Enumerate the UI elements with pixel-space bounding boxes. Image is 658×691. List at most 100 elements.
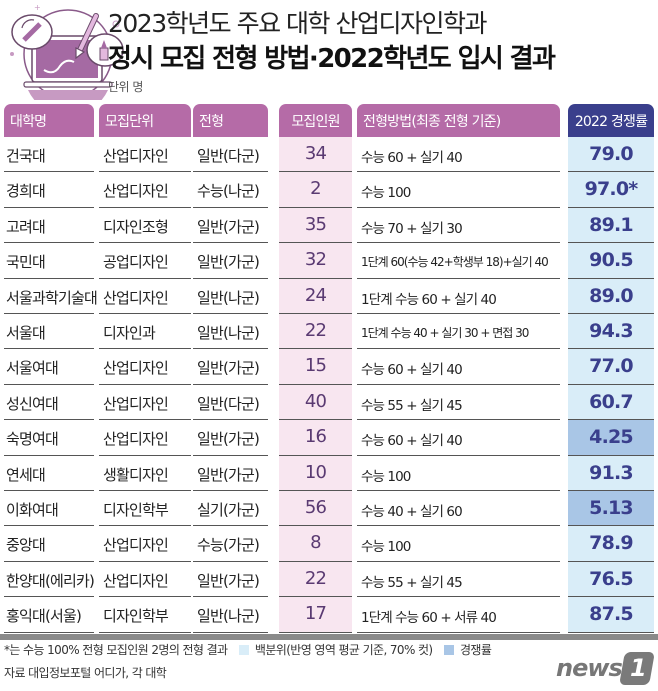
cell-result: 5.13 xyxy=(568,491,654,527)
cell-count: 22 xyxy=(279,314,352,350)
cell-university: 숙명여대 xyxy=(4,420,94,456)
cell-university: 건국대 xyxy=(4,137,94,173)
legend-percentile: 백분위(반영 영역 평균 기준, 70% 컷) xyxy=(254,643,433,657)
cell-university: 한양대(에리카) xyxy=(4,562,95,598)
cell-unit: 산업디자인 xyxy=(99,172,191,208)
unit-label: 단위 명 xyxy=(108,80,143,94)
cell-method: 수능 100 xyxy=(357,172,560,208)
cell-count: 10 xyxy=(279,455,352,491)
table-row: 서울대 디자인과 일반(나군) 22 1단계 수능 40 + 실기 30 + 면접 30… xyxy=(0,314,658,350)
cell-type: 실기(가군) xyxy=(193,491,268,527)
cell-method: 1단계 60(수능 42+학생부 18)+실기 40 xyxy=(357,243,560,279)
logo-mark: 1 xyxy=(630,654,647,682)
cell-result: 97.0* xyxy=(568,172,654,208)
cell-type: 일반(나군) xyxy=(193,314,268,350)
cell-result: 76.5 xyxy=(568,561,654,598)
news1-logo: news 1 xyxy=(556,650,656,690)
col-header-unit: 모집단위 xyxy=(99,104,191,137)
cell-type: 일반(가군) xyxy=(193,243,268,279)
col-header-method: 전형방법(최종 전형 기준) xyxy=(357,104,560,137)
cell-type: 일반(다군) xyxy=(193,385,268,421)
cell-type: 일반(나군) xyxy=(193,597,268,633)
table-row: 경희대 산업디자인 수능(나군) 2 수능 100 97.0* xyxy=(0,172,658,208)
cell-university: 성신여대 xyxy=(4,385,94,421)
cell-university: 고려대 xyxy=(4,208,94,244)
col-header-university: 대학명 xyxy=(4,104,94,137)
laptop-design-tools-icon: + xyxy=(10,3,124,100)
col-header-type: 전형 xyxy=(193,104,268,137)
cell-type: 일반(나군) xyxy=(193,279,268,314)
table-row: 서울여대 산업디자인 일반(가군) 15 수능 60 + 실기 40 77.0 xyxy=(0,349,658,385)
logo-text: news xyxy=(556,654,623,682)
cell-type: 일반(다군) xyxy=(193,137,268,173)
cell-result: 60.7 xyxy=(568,384,654,421)
cell-university: 서울과학기술대 xyxy=(4,279,98,314)
cell-university: 서울여대 xyxy=(4,349,94,385)
title-line-2: 정시 모집 전형 방법·2022학년도 입시 결과 xyxy=(108,44,556,74)
cell-method: 수능 60 + 실기 40 xyxy=(357,137,560,173)
table-row: 고려대 디자인조형 일반(가군) 35 수능 70 + 실기 30 89.1 xyxy=(0,207,658,244)
title-line-1: 2023학년도 주요 대학 산업디자인학과 xyxy=(108,9,487,38)
table-row: 중앙대 산업디자인 수능(가군) 8 수능 100 78.9 xyxy=(0,526,658,562)
cell-unit: 디자인학부 xyxy=(99,597,191,633)
asterisk-note: *는 수능 100% 전형 모집인원 2명의 전형 결과 xyxy=(4,643,228,657)
cell-result: 94.3 xyxy=(568,314,654,350)
cell-count: 35 xyxy=(279,207,352,244)
cell-method: 수능 55 + 실기 45 xyxy=(357,562,560,598)
cell-result: 90.5 xyxy=(568,243,654,279)
table-bottom-border xyxy=(0,634,658,640)
table-row: 서울과학기술대 산업디자인 일반(나군) 24 1단계 수능 60 + 실기 40 89.… xyxy=(0,278,658,314)
cell-method: 수능 55 + 실기 45 xyxy=(357,385,560,421)
cell-result: 87.5 xyxy=(568,597,654,633)
cell-method: 수능 40 + 실기 60 xyxy=(357,491,560,527)
cell-count: 17 xyxy=(279,597,352,633)
cell-count: 34 xyxy=(279,137,352,173)
legend-swatch-competition xyxy=(443,645,454,655)
cell-unit: 산업디자인 xyxy=(99,385,191,421)
cell-method: 수능 70 + 실기 30 xyxy=(357,208,560,244)
cell-unit: 산업디자인 xyxy=(99,562,191,598)
table-row: 이화여대 디자인학부 실기(가군) 56 수능 40 + 실기 60 5.13 xyxy=(0,491,658,527)
cell-type: 일반(가군) xyxy=(193,349,268,385)
cell-count: 22 xyxy=(279,561,352,598)
cell-type: 일반(가군) xyxy=(193,456,268,491)
cell-unit: 산업디자인 xyxy=(99,349,191,385)
cell-count: 16 xyxy=(279,420,352,456)
table-row: 건국대 산업디자인 일반(다군) 34 수능 60 + 실기 40 79.0 xyxy=(0,137,658,173)
cell-result: 77.0 xyxy=(568,349,654,385)
cell-count: 40 xyxy=(279,384,352,421)
cell-university: 이화여대 xyxy=(4,491,94,527)
cell-university: 국민대 xyxy=(4,243,94,279)
cell-university: 중앙대 xyxy=(4,526,94,562)
cell-count: 8 xyxy=(279,526,352,562)
table-row: 연세대 생활디자인 일반(가군) 10 수능 100 91.3 xyxy=(0,455,658,491)
cell-count: 15 xyxy=(279,349,352,385)
cell-result: 91.3 xyxy=(568,455,654,491)
cell-result: 79.0 xyxy=(568,137,654,173)
cell-unit: 디자인조형 xyxy=(99,208,191,244)
cell-method: 1단계 수능 40 + 실기 30 + 면접 30 xyxy=(357,314,560,350)
cell-unit: 산업디자인 xyxy=(99,279,191,314)
legend-swatch-percentile xyxy=(238,645,249,655)
cell-unit: 산업디자인 xyxy=(99,526,191,562)
infographic-header: + 2023학년도 주요 대학 산업디자인학과 정시 모집 전형 방법·2022… xyxy=(0,0,658,100)
cell-unit: 디자인학부 xyxy=(99,491,191,527)
cell-method: 수능 60 + 실기 40 xyxy=(357,349,560,385)
cell-method: 수능 60 + 실기 40 xyxy=(357,420,560,456)
cell-method: 수능 100 xyxy=(357,526,560,562)
cell-type: 수능(나군) xyxy=(193,172,268,208)
footnote: *는 수능 100% 전형 모집인원 2명의 전형 결과 백분위(반영 영역 평… xyxy=(4,641,492,658)
svg-text:+: + xyxy=(34,3,41,12)
legend-competition: 경쟁률 xyxy=(459,643,492,657)
cell-unit: 산업디자인 xyxy=(99,137,191,173)
cell-method: 1단계 수능 60 + 서류 40 xyxy=(357,597,560,633)
table-row: 한양대(에리카) 산업디자인 일반(가군) 22 수능 55 + 실기 45 76.5 xyxy=(0,561,658,598)
cell-result: 89.0 xyxy=(568,278,654,314)
cell-university: 홍익대(서울) xyxy=(4,597,94,633)
cell-result: 89.1 xyxy=(568,207,654,244)
cell-university: 경희대 xyxy=(4,172,94,208)
cell-result: 78.9 xyxy=(568,526,654,562)
cell-unit: 생활디자인 xyxy=(99,456,191,491)
cell-type: 일반(가군) xyxy=(193,420,268,456)
table-row: 숙명여대 산업디자인 일반(가군) 16 수능 60 + 실기 40 4.25 xyxy=(0,420,658,456)
